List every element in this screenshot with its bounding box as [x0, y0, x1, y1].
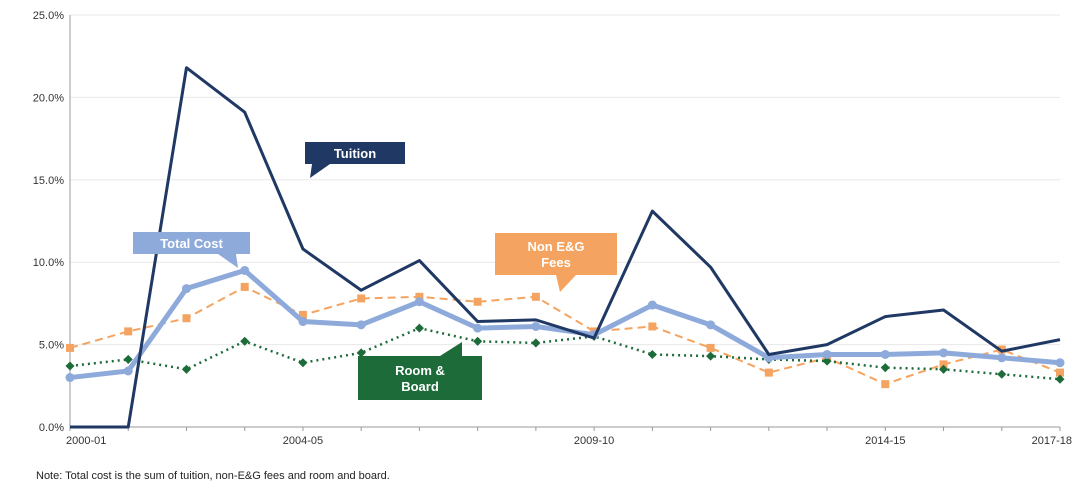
- data-point: [356, 320, 366, 330]
- total-cost-callout-box: [133, 232, 250, 254]
- total-cost-callout-pointer: [218, 254, 238, 268]
- data-point: [181, 364, 191, 374]
- x-tick-label: 2004-05: [283, 435, 323, 447]
- series-line-1: [69, 267, 1061, 381]
- data-point: [181, 284, 191, 294]
- data-point: [240, 336, 250, 346]
- data-point: [240, 282, 249, 291]
- data-point: [1056, 368, 1064, 377]
- data-point: [240, 265, 250, 275]
- room-board-callout: Room &Board: [358, 342, 482, 400]
- y-tick-label: 5.0%: [39, 340, 64, 352]
- data-point: [65, 373, 75, 383]
- total-cost-callout: Total Cost: [133, 232, 250, 268]
- non-eg-fees-callout-label: Non E&G: [527, 239, 584, 254]
- y-tick-label: 25.0%: [33, 10, 64, 22]
- data-point: [822, 356, 832, 366]
- tuition-callout-box: [305, 142, 405, 164]
- line-chart: 0.0% 5.0% 10.0% 15.0% 20.0% 25.0% 2000-01 2004…: [33, 10, 1072, 447]
- data-point: [706, 320, 716, 330]
- series-line-3: [69, 326, 1061, 381]
- data-point: [647, 349, 657, 360]
- data-point: [473, 297, 482, 306]
- data-point: [997, 353, 1007, 363]
- data-point: [997, 369, 1007, 379]
- data-point: [298, 310, 307, 319]
- data-point: [414, 323, 424, 333]
- y-tick-label: 15.0%: [33, 175, 64, 187]
- data-point: [822, 349, 832, 359]
- x-tick-label: 2009-10: [574, 435, 614, 447]
- room-board-callout-pointer: [440, 342, 462, 356]
- room-board-callout-label: Room &: [395, 363, 445, 378]
- data-point: [123, 366, 133, 376]
- data-point: [647, 300, 657, 310]
- tuition-callout-pointer: [310, 164, 330, 178]
- data-point: [414, 297, 424, 307]
- data-point: [1055, 358, 1065, 368]
- data-point: [939, 348, 949, 358]
- series-line-2: [69, 285, 1061, 386]
- non-eg-fees-callout-label: Fees: [541, 255, 571, 270]
- total-cost-callout-label: Total Cost: [160, 236, 223, 251]
- tuition-callout-label: Tuition: [334, 146, 376, 161]
- non-eg-fees-callout-pointer: [556, 275, 576, 292]
- x-tick-label: 2017-18: [1032, 435, 1072, 447]
- y-tick-label: 20.0%: [33, 92, 64, 104]
- y-tick-label: 10.0%: [33, 257, 64, 269]
- data-point: [880, 349, 890, 359]
- room-board-callout-box: [358, 356, 482, 400]
- data-point: [648, 322, 657, 331]
- data-point: [531, 338, 541, 348]
- data-point: [881, 380, 890, 389]
- y-tick-label: 0.0%: [39, 422, 64, 434]
- series-lines: [65, 66, 1065, 429]
- data-point: [531, 321, 541, 331]
- gridlines: [70, 14, 1060, 346]
- series-line-0: [70, 66, 1061, 429]
- footnote: Note: Total cost is the sum of tuition, …: [36, 470, 390, 482]
- room-board-callout-label: Board: [401, 379, 439, 394]
- non-eg-fees-callout-box: [495, 233, 617, 275]
- x-axis: 2000-01 2004-05 2009-10 2014-15 2017-18: [66, 426, 1072, 447]
- data-point: [880, 363, 890, 373]
- data-point: [357, 294, 366, 303]
- data-point: [66, 343, 74, 352]
- data-point: [124, 327, 133, 336]
- data-point: [764, 368, 773, 377]
- data-point: [298, 317, 308, 327]
- x-tick-label: 2014-15: [865, 435, 905, 447]
- data-point: [182, 314, 191, 323]
- data-point: [706, 343, 715, 352]
- data-point: [706, 351, 716, 361]
- data-point: [531, 292, 540, 301]
- data-point: [939, 360, 948, 369]
- x-tick-label: 2000-01: [66, 435, 106, 447]
- data-point: [473, 323, 483, 333]
- data-point: [65, 361, 75, 371]
- tuition-callout: Tuition: [305, 142, 405, 178]
- y-axis: 0.0% 5.0% 10.0% 15.0% 20.0% 25.0%: [33, 10, 71, 434]
- data-point: [298, 358, 308, 368]
- data-point: [415, 292, 424, 301]
